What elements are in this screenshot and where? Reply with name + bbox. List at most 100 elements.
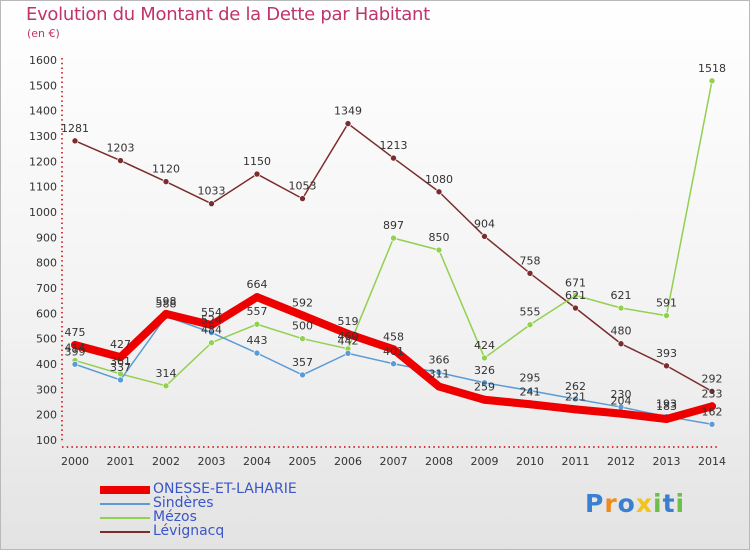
data-point [572,292,579,299]
data-point [389,345,398,354]
data-point [299,335,306,342]
x-tick-label: 2010 [516,455,544,468]
data-point [162,382,170,390]
data-point [117,376,124,384]
data-point [662,414,671,423]
legend-swatch [100,531,150,533]
data-label: 1120 [152,163,180,176]
data-label: 401 [383,345,404,358]
data-point [117,157,124,164]
data-label: 592 [292,296,313,309]
x-tick-label: 2000 [61,455,89,468]
data-label: 460 [338,330,359,343]
y-tick-label: 1100 [29,181,57,194]
data-label: 361 [110,355,131,368]
data-label: 591 [656,297,677,310]
data-point [435,369,443,376]
data-label: 475 [65,326,86,339]
data-label: 897 [383,219,404,232]
data-point [571,405,580,414]
data-point [299,371,306,379]
y-tick-label: 600 [36,307,57,320]
data-label: 326 [474,364,495,377]
y-tick-label: 1600 [29,54,57,67]
data-point [390,360,397,368]
data-point [572,395,579,403]
legend-swatch [100,517,150,519]
proxiti-logo: Proxiti [585,489,685,518]
data-point [208,329,215,336]
data-label: 183 [656,400,677,413]
x-tick-label: 2005 [289,455,317,468]
data-label: 621 [611,289,632,302]
data-point [435,382,443,391]
data-point [71,360,79,368]
y-tick-label: 1400 [29,105,57,118]
x-tick-label: 2006 [334,455,362,468]
y-tick-label: 200 [36,409,57,422]
y-tick-label: 900 [36,231,57,244]
data-point [617,340,625,348]
legend-label: Lévignacq [153,523,225,539]
legend-label: Mézos [153,509,197,525]
data-label: 442 [338,334,359,347]
x-tick-label: 2013 [653,455,681,468]
data-label: 664 [247,278,268,291]
data-point [708,402,716,411]
legend-label: Sindères [153,495,214,511]
data-label: 221 [565,390,586,403]
data-label: 1033 [198,185,226,198]
data-point [253,320,261,328]
data-label: 443 [247,334,268,347]
data-point [572,304,579,312]
data-point [435,246,443,254]
data-point [344,329,352,338]
data-label: 621 [565,289,586,302]
data-label: 519 [338,315,359,328]
data-label: 555 [520,306,541,319]
data-label: 1080 [425,173,453,186]
logo-letter: r [604,489,618,518]
data-point [208,200,215,207]
y-tick-label: 500 [36,333,57,346]
y-tick-label: 1000 [29,206,57,219]
data-point [299,195,306,202]
data-point [390,154,397,162]
data-label: 414 [65,341,86,354]
y-tick-label: 400 [36,358,57,371]
data-point [708,77,716,85]
x-tick-label: 2004 [243,455,271,468]
data-point [480,395,489,404]
data-label: 598 [156,295,177,308]
chart-title: Evolution du Montant de la Dette par Hab… [26,4,430,25]
data-label: 204 [611,395,632,408]
data-point [617,409,625,418]
data-label: 1281 [61,122,89,135]
x-tick-label: 2001 [107,455,135,468]
data-label: 904 [474,217,495,230]
data-point [208,339,215,347]
data-point [708,388,716,395]
y-tick-label: 1200 [29,155,57,168]
data-label: 259 [474,381,495,394]
data-point [435,188,443,196]
x-tick-label: 2007 [380,455,408,468]
data-label: 337 [110,361,131,374]
x-tick-label: 2014 [698,455,726,468]
data-label: 500 [292,320,313,333]
data-label: 557 [247,305,268,318]
logo-letter: i [675,489,686,518]
data-label: 484 [201,324,222,337]
data-point [162,309,170,318]
data-label: 1213 [380,139,408,152]
data-label: 366 [429,354,450,367]
data-point [344,350,352,357]
data-label: 295 [520,372,541,385]
data-point [481,233,488,240]
data-label: 671 [565,276,586,289]
logo-letter: x [635,489,653,518]
data-point [481,379,488,387]
data-label: 458 [383,330,404,343]
data-label: 233 [702,387,723,400]
